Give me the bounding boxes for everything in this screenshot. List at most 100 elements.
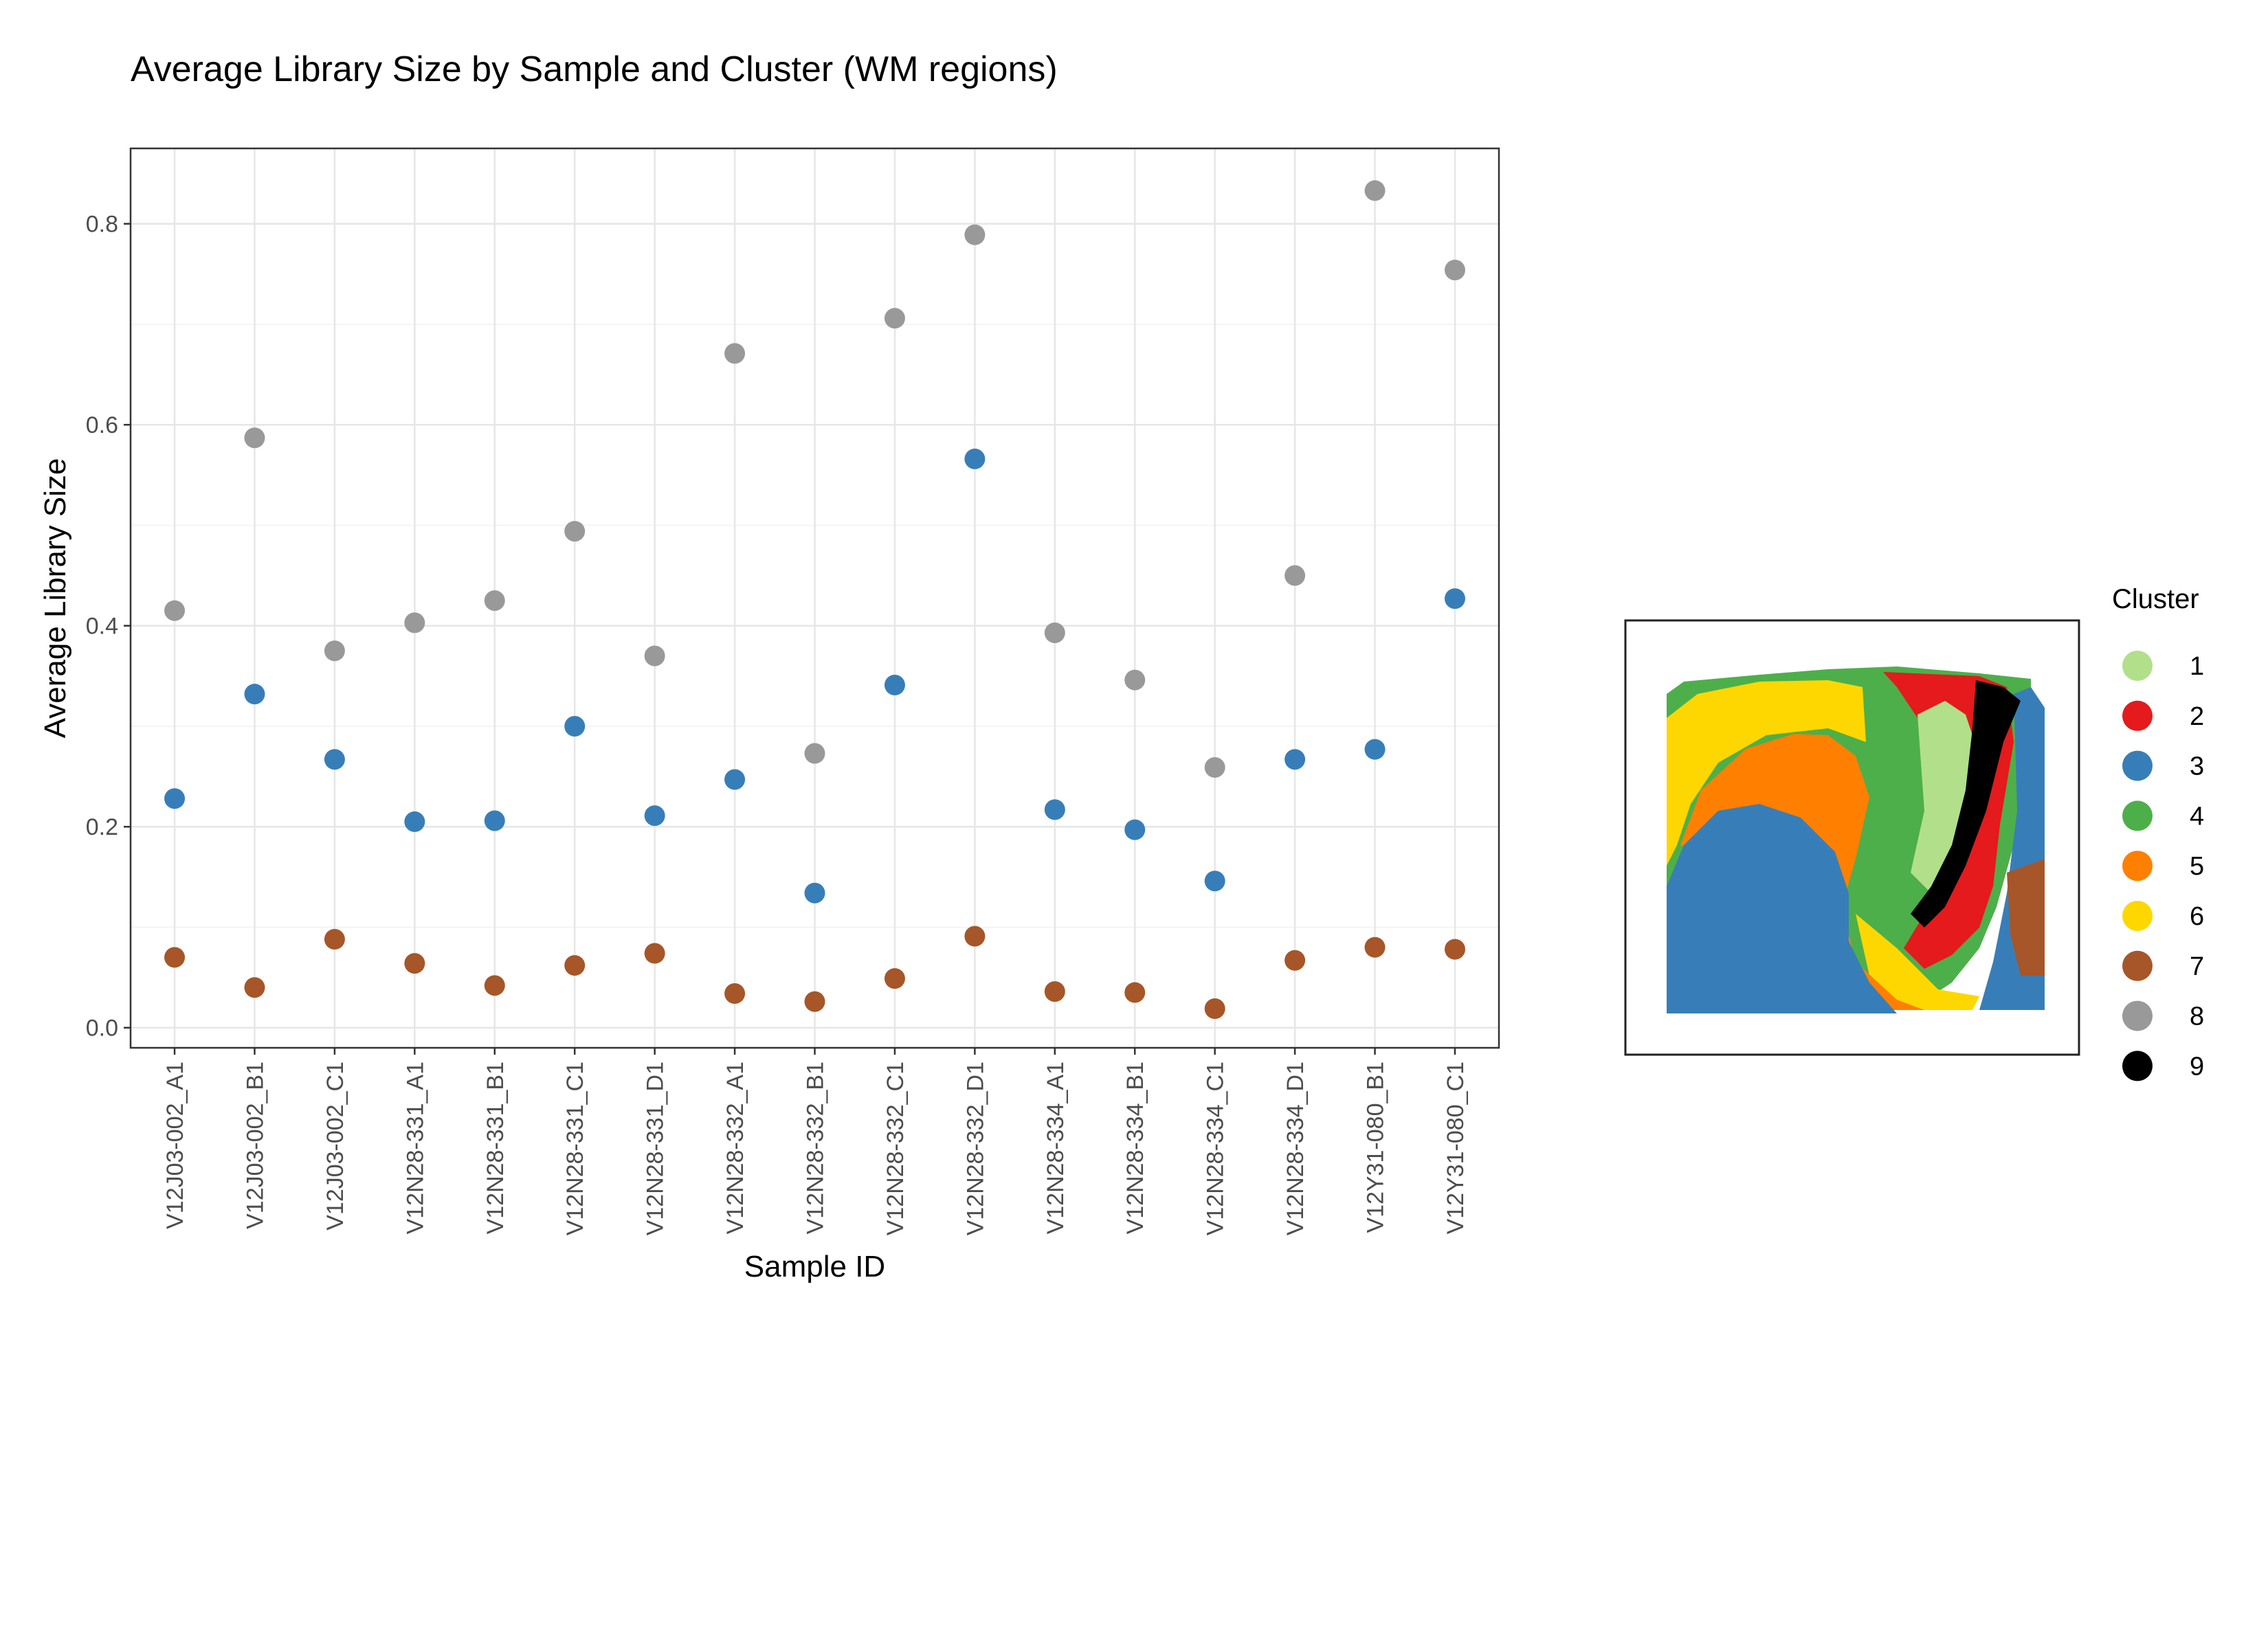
data-point-cluster-7 <box>1044 981 1065 1002</box>
y-tick-label: 0.8 <box>86 212 118 238</box>
data-point-cluster-8 <box>1285 565 1306 586</box>
x-tick-label: V12J03-002_A1 <box>162 1062 188 1229</box>
data-point-cluster-3 <box>884 675 905 696</box>
data-point-cluster-7 <box>884 968 905 989</box>
x-tick-label: V12Y31-080_C1 <box>1443 1062 1469 1234</box>
data-point-cluster-3 <box>1364 739 1386 760</box>
legend-key-cluster-6 <box>2122 901 2153 931</box>
x-tick-label: V12N28-334_B1 <box>1122 1062 1148 1234</box>
legend-key-cluster-3 <box>2122 750 2153 781</box>
legend-key-cluster-7 <box>2122 950 2153 981</box>
data-point-cluster-8 <box>404 612 425 633</box>
data-point-cluster-7 <box>164 947 186 968</box>
x-tick-label: V12N28-332_C1 <box>882 1062 909 1235</box>
data-point-cluster-3 <box>644 805 665 827</box>
data-point-cluster-7 <box>484 975 505 996</box>
legend-label: 8 <box>2190 1002 2204 1031</box>
plot-panel <box>129 147 1500 1049</box>
data-point-cluster-8 <box>484 590 505 612</box>
legend-label: 5 <box>2190 852 2204 881</box>
legend: Cluster 1 2 3 4 5 6 7 8 9 <box>2112 584 2204 1081</box>
data-point-cluster-3 <box>164 788 186 809</box>
data-point-cluster-3 <box>324 749 345 770</box>
x-tick-label: V12Y31-080_B1 <box>1363 1062 1389 1233</box>
data-point-cluster-7 <box>1364 936 1386 958</box>
data-point-cluster-8 <box>884 308 905 329</box>
data-point-cluster-7 <box>964 926 986 947</box>
data-point-cluster-7 <box>1444 939 1465 960</box>
data-point-cluster-7 <box>1204 998 1225 1019</box>
x-tick-label: V12N28-331_C1 <box>562 1062 588 1235</box>
data-point-cluster-8 <box>644 645 665 666</box>
x-tick-label: V12N28-332_D1 <box>962 1062 988 1235</box>
data-point-cluster-8 <box>564 521 586 542</box>
data-point-cluster-7 <box>244 977 265 998</box>
data-point-cluster-7 <box>1124 982 1146 1003</box>
legend-key-cluster-8 <box>2122 1000 2153 1031</box>
tissue-region <box>1856 914 1979 1010</box>
data-point-cluster-3 <box>1285 749 1306 770</box>
legend-key-cluster-5 <box>2122 851 2153 882</box>
data-point-cluster-3 <box>564 715 586 737</box>
data-point-cluster-8 <box>964 224 986 245</box>
legend-key-cluster-9 <box>2122 1051 2153 1081</box>
x-tick-label: V12N28-334_C1 <box>1203 1062 1229 1235</box>
tissue-region <box>1911 680 2021 928</box>
legend-label: 9 <box>2190 1052 2204 1081</box>
data-point-cluster-7 <box>724 983 746 1005</box>
data-point-cluster-3 <box>484 810 505 831</box>
x-axis: V12J03-002_A1 V12J03-002_B1 V12J03-002_C1 V… <box>162 1048 1469 1235</box>
chart-title: Average Library Size by Sample and Clust… <box>131 49 1058 89</box>
legend-key-cluster-2 <box>2122 700 2153 731</box>
y-tick-label: 0.4 <box>86 614 118 640</box>
tissue-region <box>1667 804 1897 1013</box>
data-point-cluster-3 <box>964 448 986 469</box>
y-tick-label: 0.2 <box>86 814 118 840</box>
data-points <box>164 180 1465 1019</box>
data-point-cluster-8 <box>1204 756 1225 778</box>
data-point-cluster-8 <box>804 743 825 764</box>
data-point-cluster-3 <box>404 811 425 832</box>
tissue-map-image <box>1667 666 2045 1013</box>
data-point-cluster-8 <box>1124 669 1146 691</box>
x-tick-label: V12J03-002_B1 <box>242 1062 268 1229</box>
y-tick-label: 0.0 <box>86 1016 118 1042</box>
data-point-cluster-3 <box>804 882 825 904</box>
data-point-cluster-7 <box>404 953 425 974</box>
data-point-cluster-3 <box>244 684 265 705</box>
legend-label: 4 <box>2190 802 2204 831</box>
data-point-cluster-7 <box>324 929 345 950</box>
data-point-cluster-8 <box>164 600 186 621</box>
x-tick-label: V12N28-331_D1 <box>643 1062 669 1235</box>
data-point-cluster-7 <box>804 991 825 1012</box>
tissue-region <box>2007 859 2045 976</box>
data-point-cluster-3 <box>1124 819 1146 840</box>
data-point-cluster-8 <box>1364 180 1386 201</box>
data-point-cluster-8 <box>1044 622 1065 643</box>
y-tick-label: 0.6 <box>86 412 118 438</box>
x-tick-label: V12N28-331_A1 <box>402 1062 428 1234</box>
legend-label: 6 <box>2190 902 2204 931</box>
x-tick-label: V12J03-002_C1 <box>322 1062 348 1231</box>
y-axis-title: Average Library Size <box>38 458 72 739</box>
legend-key-cluster-1 <box>2122 651 2153 681</box>
y-axis: 0.0 0.2 0.4 0.6 0.8 <box>86 212 131 1042</box>
legend-label: 7 <box>2190 952 2204 981</box>
x-tick-label: V12N28-332_A1 <box>722 1062 748 1234</box>
legend-label: 3 <box>2190 752 2204 781</box>
x-axis-title: Sample ID <box>744 1250 885 1283</box>
data-point-cluster-8 <box>724 343 746 364</box>
data-point-cluster-7 <box>1285 950 1306 971</box>
x-tick-label: V12N28-334_D1 <box>1282 1062 1309 1235</box>
data-point-cluster-3 <box>1444 588 1465 609</box>
x-tick-label: V12N28-331_B1 <box>482 1062 509 1234</box>
data-point-cluster-8 <box>1444 259 1465 280</box>
data-point-cluster-7 <box>564 955 586 976</box>
data-point-cluster-7 <box>644 943 665 964</box>
x-tick-label: V12N28-332_B1 <box>803 1062 829 1234</box>
x-tick-label: V12N28-334_A1 <box>1043 1062 1069 1234</box>
legend-title: Cluster <box>2112 584 2199 614</box>
data-point-cluster-8 <box>244 427 265 449</box>
data-point-cluster-3 <box>724 769 746 790</box>
data-point-cluster-8 <box>324 640 345 662</box>
